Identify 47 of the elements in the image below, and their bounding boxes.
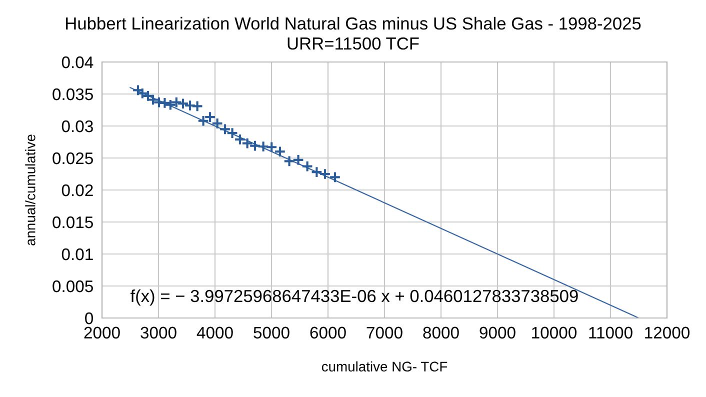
chart-title: Hubbert Linearization World Natural Gas minus US Shale Gas - 1998-2025 <box>66 16 641 30</box>
point <box>226 127 238 139</box>
x-tick-label: 11000 <box>589 326 632 339</box>
point <box>147 94 159 106</box>
point <box>177 98 189 110</box>
y-tick-label: 0.04 <box>62 56 94 68</box>
point <box>319 168 331 180</box>
point <box>219 123 231 136</box>
x-tick-label: 9000 <box>480 326 516 339</box>
annotation: f(x) = − 3.99725968647433E-06 x + 0.0460127833738509 <box>130 289 578 306</box>
x-axis-title: cumulative NG- TCF <box>322 361 448 372</box>
point <box>191 100 204 112</box>
y-tick-label: 0.015 <box>52 216 93 228</box>
point <box>142 90 154 102</box>
x-tick-label: 2000 <box>84 326 120 339</box>
x-tick-label: 10000 <box>532 326 577 339</box>
point <box>274 146 286 158</box>
x-tick-label: 7000 <box>366 326 402 339</box>
y-axis-title: annual/cumulative <box>25 134 36 246</box>
x-tick-label: 5000 <box>254 326 290 339</box>
y-tick-label: 0 <box>85 312 94 324</box>
point <box>158 97 171 109</box>
y-tick-label: 0.005 <box>52 280 93 292</box>
point <box>292 154 304 166</box>
point <box>184 100 196 112</box>
point <box>249 140 261 152</box>
x-tick-label: 6000 <box>310 326 346 339</box>
point <box>283 155 296 168</box>
y-tick-label: 0.03 <box>62 120 93 132</box>
x-tick-label: 8000 <box>423 326 459 339</box>
chart-subtitle: URR=11500 TCF <box>288 37 419 50</box>
point <box>234 133 246 146</box>
point <box>301 160 314 172</box>
point <box>241 137 254 150</box>
point <box>153 96 165 108</box>
point <box>211 117 224 130</box>
y-tick-label: 0.025 <box>52 152 93 164</box>
point <box>329 171 341 184</box>
x-tick-label: 4000 <box>196 326 233 339</box>
y-tick-label: 0.035 <box>52 88 93 100</box>
y-tick-label: 0.02 <box>62 184 93 196</box>
point <box>310 166 323 178</box>
x-tick-label: 12000 <box>645 326 690 339</box>
x-tick-label: 3000 <box>140 326 176 339</box>
point <box>266 141 278 154</box>
y-tick-label: 0.01 <box>62 248 93 260</box>
point <box>257 140 270 152</box>
